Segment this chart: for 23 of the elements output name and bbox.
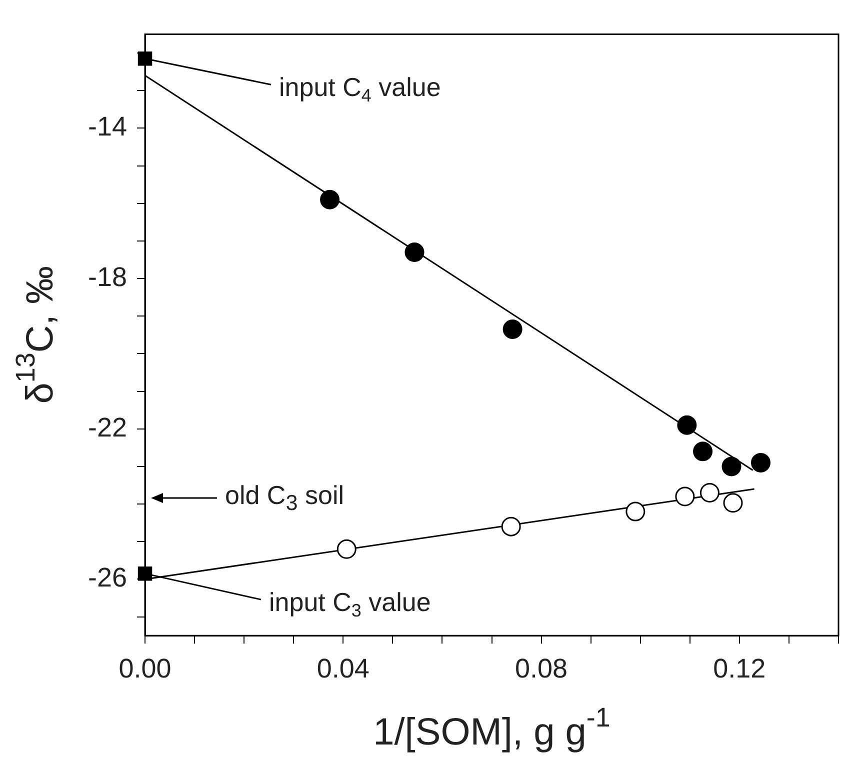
- point: [336, 539, 356, 559]
- y-tick-label: -18: [88, 262, 128, 292]
- point: [722, 456, 742, 476]
- point: [693, 442, 713, 462]
- y-tick-label: -26: [88, 562, 128, 593]
- y-axis-title: δ13C, ‰: [10, 266, 62, 404]
- y-tick-label: -22: [88, 412, 128, 442]
- point: [320, 190, 340, 210]
- point: [626, 502, 646, 522]
- point: [502, 320, 522, 340]
- point: [501, 516, 521, 536]
- point: [404, 242, 424, 262]
- annotation: old C$_{3}$ soil: [225, 480, 344, 516]
- y-tick-label: -14: [88, 112, 128, 142]
- point: [700, 483, 720, 503]
- x-tick-label: 0.08: [515, 653, 568, 684]
- point: [750, 452, 770, 472]
- point: [675, 486, 695, 506]
- point: [677, 415, 697, 435]
- x-tick-label: 0.12: [713, 653, 766, 684]
- x-tick-label: 0.00: [118, 653, 172, 684]
- x-tick-label: 0.04: [316, 653, 370, 684]
- point: [723, 493, 743, 513]
